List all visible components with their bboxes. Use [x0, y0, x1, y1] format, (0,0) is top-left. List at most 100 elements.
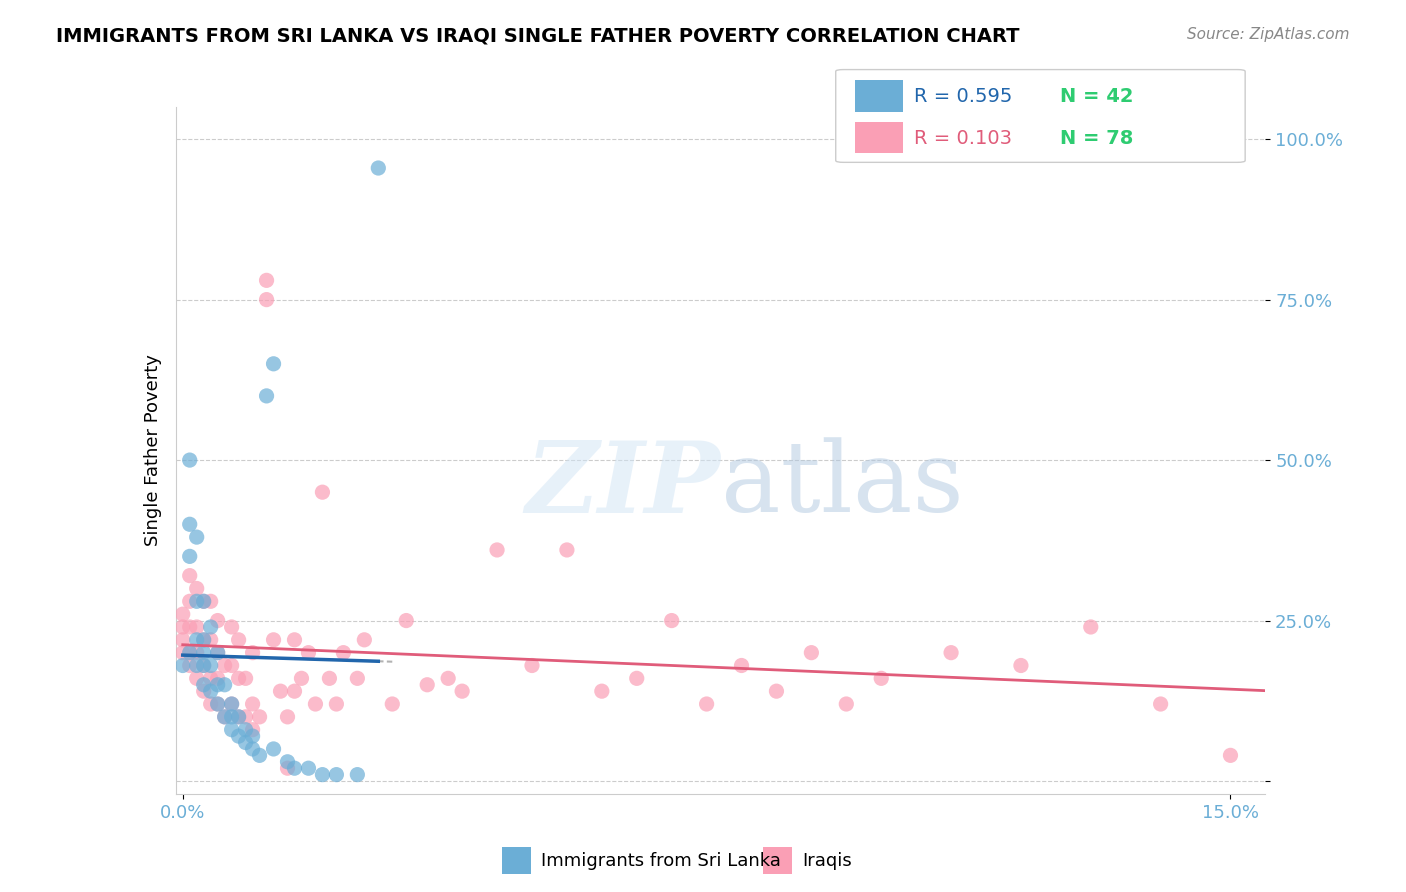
Point: [193, 646, 215, 660]
Text: Iraqis: Iraqis: [801, 852, 852, 870]
Point: [193, 684, 215, 698]
Point: [520, 658, 543, 673]
Point: [297, 761, 319, 775]
Point: [172, 646, 194, 660]
Point: [235, 735, 257, 749]
Point: [186, 620, 208, 634]
Text: IMMIGRANTS FROM SRI LANKA VS IRAQI SINGLE FATHER POVERTY CORRELATION CHART: IMMIGRANTS FROM SRI LANKA VS IRAQI SINGL…: [56, 27, 1019, 45]
Point: [276, 710, 298, 724]
Point: [437, 671, 460, 685]
Point: [416, 678, 439, 692]
Point: [276, 761, 298, 775]
Point: [172, 607, 194, 622]
Point: [381, 697, 404, 711]
Point: [235, 671, 257, 685]
Point: [186, 632, 208, 647]
Point: [200, 632, 222, 647]
Point: [283, 632, 305, 647]
Point: [228, 710, 250, 724]
Point: [256, 389, 278, 403]
Point: [297, 646, 319, 660]
Point: [207, 646, 229, 660]
Point: [835, 697, 858, 711]
Bar: [855, 122, 903, 153]
Point: [661, 614, 683, 628]
Point: [242, 646, 264, 660]
Point: [765, 684, 787, 698]
Point: [730, 658, 752, 673]
Point: [186, 582, 208, 596]
Point: [228, 710, 250, 724]
Point: [696, 697, 718, 711]
Point: [353, 632, 375, 647]
Point: [263, 742, 285, 756]
Point: [186, 530, 208, 544]
Point: [200, 684, 222, 698]
Text: R = 0.103: R = 0.103: [914, 128, 1012, 148]
Point: [179, 568, 201, 582]
Point: [200, 658, 222, 673]
Point: [179, 646, 201, 660]
Point: [207, 614, 229, 628]
Point: [591, 684, 613, 698]
Point: [179, 517, 201, 532]
Text: Immigrants from Sri Lanka: Immigrants from Sri Lanka: [541, 852, 782, 870]
Point: [346, 767, 368, 781]
Text: atlas: atlas: [721, 437, 963, 533]
Point: [179, 646, 201, 660]
Point: [179, 594, 201, 608]
Point: [186, 671, 208, 685]
Point: [318, 671, 340, 685]
Point: [207, 671, 229, 685]
Point: [228, 729, 250, 743]
Point: [242, 742, 264, 756]
Point: [193, 658, 215, 673]
Y-axis label: Single Father Poverty: Single Father Poverty: [143, 354, 162, 547]
Point: [242, 697, 264, 711]
Point: [214, 710, 236, 724]
Point: [186, 646, 208, 660]
FancyBboxPatch shape: [835, 70, 1246, 162]
Point: [346, 671, 368, 685]
Point: [207, 697, 229, 711]
Point: [451, 684, 474, 698]
Point: [290, 671, 312, 685]
Point: [249, 710, 271, 724]
Point: [186, 658, 208, 673]
Point: [200, 671, 222, 685]
Point: [311, 485, 333, 500]
Point: [276, 755, 298, 769]
Point: [283, 684, 305, 698]
Point: [221, 723, 243, 737]
Point: [179, 549, 201, 564]
Point: [172, 658, 194, 673]
Point: [1080, 620, 1102, 634]
Point: [1149, 697, 1171, 711]
Point: [228, 671, 250, 685]
Point: [200, 620, 222, 634]
Point: [325, 697, 347, 711]
Point: [283, 761, 305, 775]
Point: [207, 646, 229, 660]
Point: [193, 632, 215, 647]
Point: [193, 658, 215, 673]
Point: [256, 293, 278, 307]
Point: [1219, 748, 1241, 763]
Point: [221, 620, 243, 634]
Point: [179, 620, 201, 634]
Point: [193, 678, 215, 692]
Point: [200, 697, 222, 711]
Point: [626, 671, 648, 685]
Point: [200, 594, 222, 608]
Point: [311, 767, 333, 781]
Point: [555, 543, 578, 558]
Point: [172, 620, 194, 634]
Point: [179, 453, 201, 467]
Point: [207, 697, 229, 711]
Bar: [502, 847, 531, 874]
Point: [367, 161, 389, 175]
Point: [186, 594, 208, 608]
Point: [325, 767, 347, 781]
Point: [304, 697, 326, 711]
Point: [193, 632, 215, 647]
